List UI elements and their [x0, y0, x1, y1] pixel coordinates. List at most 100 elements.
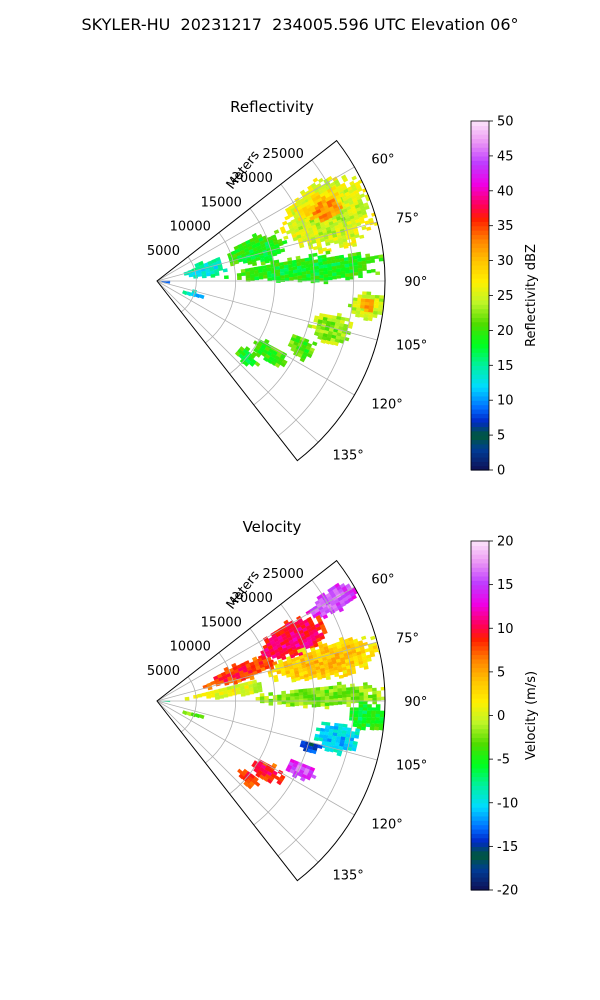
polar-grid — [156, 159, 385, 443]
colorbar-segment — [471, 794, 489, 799]
colorbar-segment — [471, 347, 489, 353]
colorbar-segment — [471, 562, 489, 568]
colorbar-segment — [471, 785, 489, 791]
colorbar-segment — [471, 750, 489, 756]
data-cell-8 — [299, 740, 323, 755]
colorbar-tick-label: 20 — [497, 324, 514, 339]
colorbar-segment — [471, 741, 489, 747]
colorbar-segment — [471, 391, 489, 397]
panel-title: Reflectivity — [230, 98, 314, 116]
azimuth-spoke — [156, 586, 355, 702]
data-cell-10 — [251, 759, 286, 786]
colorbar-segment — [471, 238, 489, 244]
colorbar-segment — [471, 619, 489, 625]
colorbar-segment — [471, 374, 489, 379]
colorbar-segment — [471, 728, 489, 734]
range-tick-label: 25000 — [263, 567, 304, 582]
colorbar-segment — [471, 134, 489, 140]
colorbar-segment — [471, 435, 489, 441]
colorbar-segment — [471, 658, 489, 664]
azimuth-tick-label: 90° — [404, 695, 427, 710]
colorbar-segment — [471, 121, 489, 126]
colorbar-segment — [471, 855, 489, 861]
colorbar-segment — [471, 606, 489, 612]
data-field — [161, 174, 385, 368]
colorbar-segment — [471, 164, 489, 170]
colorbar-segment — [471, 430, 489, 436]
colorbar-tick-label: 0 — [497, 464, 505, 479]
colorbar-segment — [471, 382, 489, 388]
colorbar-segment — [471, 395, 489, 401]
colorbar-segment — [471, 273, 489, 279]
colorbar-segment — [471, 571, 489, 577]
colorbar-segment — [471, 317, 489, 323]
colorbar-segment — [471, 452, 489, 458]
colorbar-segment — [471, 811, 489, 817]
colorbar-segment — [471, 842, 489, 847]
colorbar-segment — [471, 356, 489, 362]
azimuth-tick-label: 60° — [371, 572, 394, 587]
reflectivity-panel: Reflectivity500010000150002000025000Mete… — [147, 98, 539, 479]
colorbar-segment — [471, 142, 489, 148]
colorbar-segment — [471, 737, 489, 743]
colorbar-segment — [471, 264, 489, 270]
range-tick-label: 5000 — [147, 664, 180, 679]
colorbar-segment — [471, 408, 489, 414]
colorbar-segment — [471, 173, 489, 179]
azimuth-tick-label: 60° — [371, 152, 394, 167]
colorbar-segment — [471, 876, 489, 882]
azimuth-tick-label: 135° — [332, 868, 363, 883]
range-tick-label: 5000 — [147, 244, 180, 259]
data-cell-2 — [309, 195, 344, 223]
colorbar-tick-label: 50 — [497, 115, 514, 130]
colorbar-segment — [471, 724, 489, 730]
colorbar-segment — [471, 868, 489, 874]
range-ring — [180, 676, 197, 733]
colorbar-segment — [471, 767, 489, 773]
range-tick-label: 10000 — [170, 220, 211, 235]
colorbar-label: Reflectivity dBZ — [524, 244, 539, 347]
colorbar-segment — [471, 654, 489, 660]
colorbar-segment — [471, 732, 489, 738]
colorbar-segment — [471, 203, 489, 209]
data-cell-7 — [313, 721, 361, 757]
azimuth-tick-label: 90° — [404, 275, 427, 290]
azimuth-tick-label: 105° — [396, 758, 427, 773]
colorbar-segment — [471, 798, 489, 804]
colorbar-segment — [471, 671, 489, 677]
colorbar-segment — [471, 711, 489, 717]
colorbar-segment — [471, 772, 489, 778]
colorbar: -20 -15 -10 -5 0 5 10 15 20 Velocity (m/s) — [470, 535, 539, 899]
colorbar-segment — [471, 251, 489, 257]
azimuth-tick-label: 120° — [371, 398, 402, 413]
colorbar-segment — [471, 216, 489, 222]
figure-suptitle: SKYLER-HU 20231217 234005.596 UTC Elevat… — [81, 15, 519, 34]
range-ring — [277, 579, 354, 857]
azimuth-tick-label: 75° — [396, 212, 419, 227]
colorbar-segment — [471, 343, 489, 349]
colorbar-segment — [471, 820, 489, 826]
colorbar-segment — [471, 663, 489, 669]
colorbar-segment — [471, 641, 489, 647]
colorbar-segment — [471, 885, 489, 891]
colorbar-segment — [471, 789, 489, 795]
azimuth-tick-label: 135° — [332, 448, 363, 463]
colorbar-segment — [471, 125, 489, 131]
range-ring — [253, 183, 315, 406]
colorbar-tick-label: 5 — [497, 429, 505, 444]
data-cell-2 — [202, 655, 278, 691]
colorbar-segment — [471, 360, 489, 366]
colorbar-segment — [471, 129, 489, 135]
colorbar-segment — [471, 602, 489, 608]
colorbar-segment — [471, 147, 489, 153]
data-cell-9 — [285, 758, 317, 782]
data-cell-11 — [237, 768, 261, 790]
colorbar-segment — [471, 776, 489, 782]
data-cell-5 — [224, 250, 385, 285]
colorbar-tick-label: 20 — [497, 535, 514, 550]
colorbar-segment — [471, 859, 489, 865]
colorbar-segment — [471, 597, 489, 603]
colorbar-segment — [471, 846, 489, 852]
range-tick-label: 20000 — [232, 591, 273, 606]
data-cell-3 — [227, 229, 288, 267]
